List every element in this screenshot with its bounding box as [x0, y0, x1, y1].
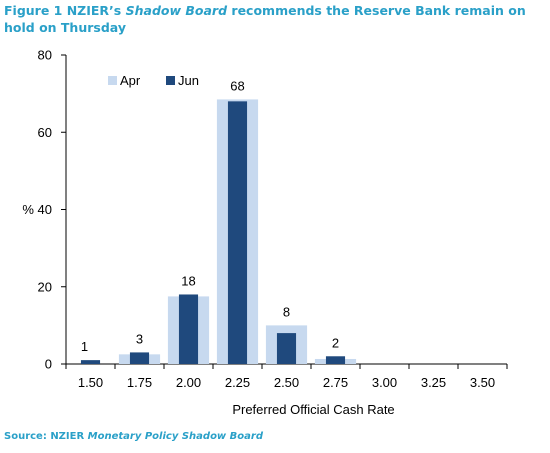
- title-italic: Shadow Board: [125, 3, 228, 18]
- legend-label-jun: Jun: [178, 73, 199, 88]
- title-prefix: Figure 1 NZIER’s: [4, 3, 126, 18]
- x-tick-label: 3.00: [372, 375, 397, 390]
- x-tick-label: 3.25: [421, 375, 446, 390]
- bar-jun: [227, 101, 248, 364]
- data-label: 8: [283, 304, 290, 319]
- y-tick-label: 80: [38, 48, 52, 63]
- x-tick-label: 1.50: [78, 375, 103, 390]
- x-tick-label: 2.00: [176, 375, 201, 390]
- legend-label-apr: Apr: [120, 73, 141, 88]
- y-tick-label: 0: [45, 357, 52, 372]
- bar-jun: [178, 294, 199, 364]
- data-label: 68: [230, 78, 244, 93]
- y-tick-label: 20: [38, 279, 52, 294]
- bar-jun: [325, 356, 346, 364]
- x-axis-title: Preferred Official Cash Rate: [232, 402, 394, 417]
- title-suffix: recommends the Reserve Bank remain on ho…: [4, 3, 526, 35]
- y-tick-label: 60: [38, 125, 52, 140]
- data-label: 3: [136, 331, 143, 346]
- x-tick-label: 2.75: [323, 375, 348, 390]
- data-label: 2: [332, 335, 339, 350]
- x-tick-label: 1.75: [127, 375, 152, 390]
- x-tick-label: 2.25: [225, 375, 250, 390]
- legend-swatch-apr: [108, 76, 117, 85]
- x-tick-label: 3.50: [470, 375, 495, 390]
- bar-jun: [80, 360, 101, 364]
- source-prefix: Source: NZIER: [4, 431, 88, 442]
- chart-title: Figure 1 NZIER’s Shadow Board recommends…: [4, 2, 546, 36]
- x-tick-label: 2.50: [274, 375, 299, 390]
- y-tick-label: % 40: [22, 202, 52, 217]
- bar-jun: [129, 352, 150, 364]
- source-italic: Monetary Policy Shadow Board: [87, 431, 263, 442]
- legend-swatch-jun: [166, 76, 175, 85]
- bar-jun: [276, 333, 297, 364]
- data-label: 18: [181, 273, 195, 288]
- data-label: 1: [81, 339, 88, 354]
- source-note: Source: NZIER Monetary Policy Shadow Boa…: [4, 431, 263, 442]
